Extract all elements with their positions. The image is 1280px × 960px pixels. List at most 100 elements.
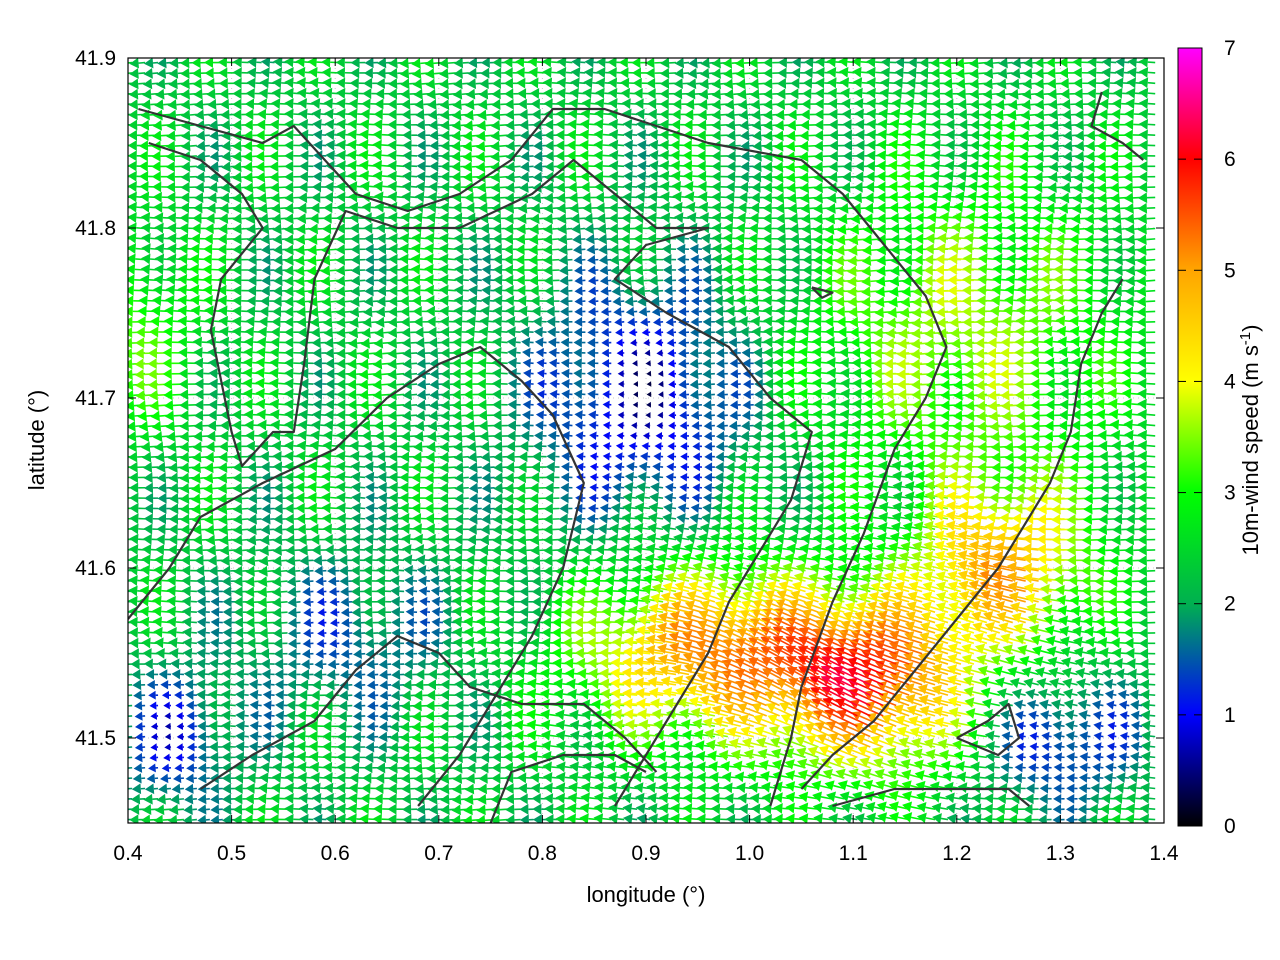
wind-arrow xyxy=(181,606,197,618)
wind-arrow xyxy=(581,771,599,783)
wind-arrow xyxy=(206,202,223,214)
wind-arrow xyxy=(429,399,444,411)
wind-arrow xyxy=(312,399,327,410)
wind-arrow xyxy=(351,606,366,618)
wind-arrow xyxy=(716,431,728,442)
wind-arrow xyxy=(651,583,677,594)
wind-arrow xyxy=(324,793,340,804)
wind-arrow xyxy=(135,721,146,731)
wind-arrow xyxy=(1025,783,1039,794)
wind-arrow xyxy=(678,286,689,296)
wind-arrow xyxy=(144,503,159,514)
wind-arrow xyxy=(702,306,715,317)
wind-arrow xyxy=(187,732,197,742)
wind-arrow xyxy=(1099,234,1117,245)
wind-arrow xyxy=(615,452,625,461)
wind-arrow xyxy=(219,202,236,214)
wind-arrow xyxy=(317,628,327,638)
wind-arrow xyxy=(523,368,534,379)
wind-arrow xyxy=(560,358,573,369)
wind-arrow xyxy=(1087,657,1104,669)
wind-arrow xyxy=(439,742,456,753)
wind-arrow xyxy=(602,462,612,472)
wind-arrow xyxy=(468,493,482,504)
wind-arrow xyxy=(631,349,638,357)
wind-arrow xyxy=(208,710,223,721)
wind-arrow xyxy=(128,528,133,531)
wind-arrow xyxy=(414,544,431,555)
wind-arrow xyxy=(537,379,547,389)
wind-arrow xyxy=(468,482,482,494)
wind-arrow xyxy=(270,793,288,804)
wind-arrow xyxy=(321,471,340,483)
wind-arrow xyxy=(439,710,456,722)
wind-arrow xyxy=(859,757,884,769)
wind-arrow xyxy=(715,358,728,369)
wind-arrow xyxy=(263,721,275,731)
wind-arrow xyxy=(726,726,754,738)
wind-arrow xyxy=(321,502,340,514)
wind-arrow xyxy=(1107,721,1117,731)
wind-arrow xyxy=(340,649,353,659)
wind-arrow xyxy=(217,233,236,245)
wind-arrow xyxy=(366,721,379,732)
wind-arrow xyxy=(492,409,508,421)
wind-arrow xyxy=(916,802,936,813)
wind-arrow xyxy=(648,181,664,192)
wind-arrow xyxy=(1137,223,1156,235)
wind-arrow xyxy=(336,513,353,524)
wind-arrow xyxy=(587,399,599,410)
wind-arrow xyxy=(1116,772,1130,784)
wind-arrow xyxy=(686,212,703,224)
wind-arrow xyxy=(186,752,197,763)
wind-arrow xyxy=(1136,326,1156,338)
wind-arrow xyxy=(322,316,340,328)
wind-arrow xyxy=(878,512,897,523)
wind-arrow xyxy=(376,585,392,597)
wind-arrow xyxy=(481,254,495,265)
wind-arrow xyxy=(303,628,314,638)
wind-arrow xyxy=(341,638,353,649)
wind-arrow xyxy=(144,783,159,795)
wind-arrow xyxy=(542,761,560,773)
wind-arrow xyxy=(285,544,301,556)
wind-arrow xyxy=(232,472,249,484)
wind-arrow xyxy=(716,379,728,390)
wind-arrow xyxy=(377,502,392,514)
wind-arrow xyxy=(326,669,340,680)
wind-arrow xyxy=(529,772,547,784)
wind-arrow xyxy=(454,710,469,722)
wind-arrow xyxy=(440,431,456,442)
wind-arrow xyxy=(751,702,780,717)
wind-arrow xyxy=(1053,752,1065,762)
wind-arrow xyxy=(647,243,664,255)
wind-arrow xyxy=(1137,565,1156,577)
wind-arrow xyxy=(271,576,288,588)
wind-arrow xyxy=(1065,731,1078,742)
wind-arrow xyxy=(166,595,185,607)
wind-arrow xyxy=(1066,762,1078,773)
wind-arrow xyxy=(724,793,741,804)
wind-arrow xyxy=(1137,544,1156,556)
wind-arrow xyxy=(428,658,443,670)
wind-arrow xyxy=(1016,721,1026,731)
wind-arrow xyxy=(1039,710,1052,721)
wind-arrow xyxy=(218,524,236,536)
wind-arrow xyxy=(607,782,625,793)
wind-arrow xyxy=(519,596,534,608)
wind-arrow xyxy=(558,523,573,535)
wind-arrow xyxy=(505,305,521,317)
wind-arrow xyxy=(232,274,249,286)
wind-arrow xyxy=(364,243,379,255)
wind-arrow xyxy=(543,244,560,256)
wind-arrow xyxy=(441,637,456,649)
wind-arrow xyxy=(1118,700,1130,710)
wind-arrow xyxy=(793,724,819,738)
wind-arrow xyxy=(666,462,677,472)
wind-arrow xyxy=(284,337,301,348)
wind-arrow xyxy=(322,731,340,742)
wind-arrow xyxy=(1129,689,1143,701)
wind-arrow xyxy=(549,400,560,410)
wind-arrow xyxy=(587,255,599,265)
wind-arrow xyxy=(916,812,936,823)
